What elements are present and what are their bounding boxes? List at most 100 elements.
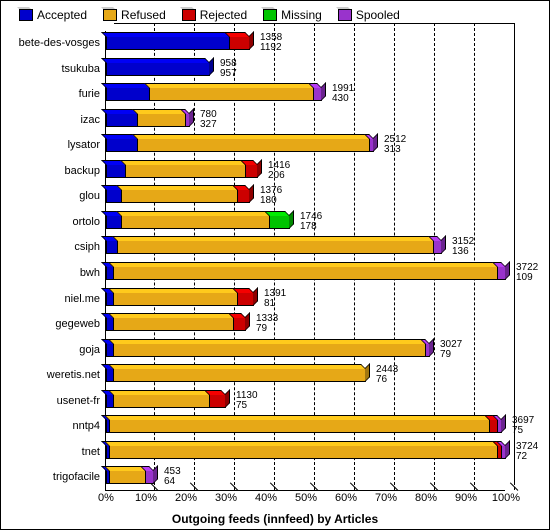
bar-segment-spooled bbox=[146, 470, 154, 484]
legend-item-accepted: Accepted bbox=[19, 8, 87, 22]
y-axis-label: ortolo bbox=[72, 210, 106, 236]
bar-group bbox=[106, 113, 190, 127]
bar-segment-accepted bbox=[106, 292, 114, 306]
x-tick-label: 50% bbox=[295, 492, 317, 504]
row-primary-value: 76 bbox=[376, 375, 398, 385]
bar-segment-rejected bbox=[238, 189, 250, 203]
row-value-labels: 2512313 bbox=[384, 135, 406, 155]
bar-segment-refused bbox=[114, 343, 426, 357]
row-value-labels: 372472 bbox=[516, 442, 538, 462]
y-axis-label: bwh bbox=[80, 261, 106, 287]
bar-group bbox=[106, 266, 506, 280]
bar-segment-spooled bbox=[426, 343, 430, 357]
row-primary-value: 79 bbox=[440, 350, 462, 360]
bar-segment-refused bbox=[114, 266, 498, 280]
row-primary-value: 1192 bbox=[260, 43, 282, 53]
row-primary-value: 180 bbox=[260, 196, 282, 206]
bar-group bbox=[106, 394, 226, 408]
row-primary-value: 81 bbox=[264, 299, 286, 309]
bar-segment-accepted bbox=[106, 317, 114, 331]
y-axis-label: csiph bbox=[74, 235, 106, 261]
bar-group bbox=[106, 445, 506, 459]
bar-segment-accepted bbox=[106, 62, 210, 76]
y-axis-label: izac bbox=[80, 108, 106, 134]
bar-segment-refused bbox=[150, 87, 314, 101]
row-primary-value: 64 bbox=[164, 477, 181, 487]
y-axis-label: furie bbox=[79, 82, 106, 108]
row-primary-value: 313 bbox=[384, 145, 406, 155]
row-primary-value: 178 bbox=[300, 222, 322, 232]
x-tick-label: 60% bbox=[335, 492, 357, 504]
row-primary-value: 136 bbox=[452, 247, 474, 257]
bar-segment-spooled bbox=[314, 87, 322, 101]
row-primary-value: 109 bbox=[516, 273, 538, 283]
bar-row: bwh3722109 bbox=[106, 261, 505, 287]
row-value-labels: 3152136 bbox=[452, 237, 474, 257]
row-value-labels: 133379 bbox=[256, 314, 278, 334]
bar-group bbox=[106, 470, 154, 484]
bar-row: izac780327 bbox=[106, 108, 505, 134]
y-axis-label: tnet bbox=[82, 440, 106, 466]
bar-segment-refused bbox=[114, 394, 210, 408]
bar-segment-rejected bbox=[238, 292, 254, 306]
legend: AcceptedRefusedRejectedMissingSpooled bbox=[9, 5, 541, 25]
legend-item-missing: Missing bbox=[263, 8, 322, 22]
bar-segment-accepted bbox=[106, 36, 230, 50]
bar-row: lysator2512313 bbox=[106, 133, 505, 159]
bar-segment-missing bbox=[270, 215, 290, 229]
row-value-labels: 780327 bbox=[200, 110, 217, 130]
bar-segment-spooled bbox=[498, 266, 506, 280]
bar-segment-spooled bbox=[502, 445, 506, 459]
row-primary-value: 957 bbox=[220, 69, 237, 79]
bar-segment-spooled bbox=[370, 138, 374, 152]
bar-group bbox=[106, 317, 246, 331]
bar-group bbox=[106, 215, 290, 229]
y-axis-label: usenet-fr bbox=[57, 389, 106, 415]
row-value-labels: 1746178 bbox=[300, 212, 322, 232]
row-value-labels: 1991430 bbox=[332, 84, 354, 104]
legend-item-spooled: Spooled bbox=[338, 8, 400, 22]
y-axis-label: nntp4 bbox=[72, 414, 106, 440]
bar-segment-refused bbox=[126, 164, 246, 178]
bar-row: gegeweb133379 bbox=[106, 312, 505, 338]
x-tick-label: 70% bbox=[375, 492, 397, 504]
y-axis-label: niel.me bbox=[65, 287, 106, 313]
y-axis-label: goja bbox=[79, 338, 106, 364]
x-tick-label: 80% bbox=[415, 492, 437, 504]
y-axis-label: backup bbox=[65, 159, 106, 185]
row-primary-value: 75 bbox=[512, 426, 534, 436]
bar-group bbox=[106, 419, 502, 433]
plot-area: 0%10%20%30%40%50%60%70%80%90%100%bete-de… bbox=[105, 31, 505, 491]
bar-group bbox=[106, 138, 374, 152]
row-value-labels: 369775 bbox=[512, 416, 534, 436]
x-tick-label: 100% bbox=[492, 492, 520, 504]
bar-segment-accepted bbox=[106, 240, 118, 254]
x-axis-title: Outgoing feeds (innfeed) by Articles bbox=[1, 512, 549, 526]
bar-segment-refused bbox=[118, 240, 434, 254]
bar-row: glou1376180 bbox=[106, 184, 505, 210]
y-axis-label: weretis.net bbox=[47, 363, 106, 389]
bar-segment-refused bbox=[138, 113, 186, 127]
legend-swatch bbox=[338, 9, 352, 21]
y-axis-label: lysator bbox=[68, 133, 106, 159]
row-primary-value: 327 bbox=[200, 120, 217, 130]
bar-segment-spooled bbox=[434, 240, 442, 254]
bar-row: ortolo1746178 bbox=[106, 210, 505, 236]
row-value-labels: 958957 bbox=[220, 59, 237, 79]
row-primary-value: 72 bbox=[516, 452, 538, 462]
bar-row: tnet372472 bbox=[106, 440, 505, 466]
legend-label: Spooled bbox=[356, 8, 400, 22]
bar-segment-refused bbox=[110, 419, 490, 433]
y-axis-label: tsukuba bbox=[61, 57, 106, 83]
row-value-labels: 302779 bbox=[440, 340, 462, 360]
bar-segment-accepted bbox=[106, 368, 114, 382]
bar-segment-refused bbox=[110, 445, 498, 459]
bar-segment-refused bbox=[114, 317, 234, 331]
bar-segment-rejected bbox=[230, 36, 250, 50]
bar-group bbox=[106, 62, 210, 76]
bar-segment-accepted bbox=[106, 113, 138, 127]
bar-segment-rejected bbox=[490, 419, 498, 433]
bar-row: furie1991430 bbox=[106, 82, 505, 108]
bar-row: trigofacile45364 bbox=[106, 465, 505, 491]
bar-segment-accepted bbox=[106, 215, 122, 229]
